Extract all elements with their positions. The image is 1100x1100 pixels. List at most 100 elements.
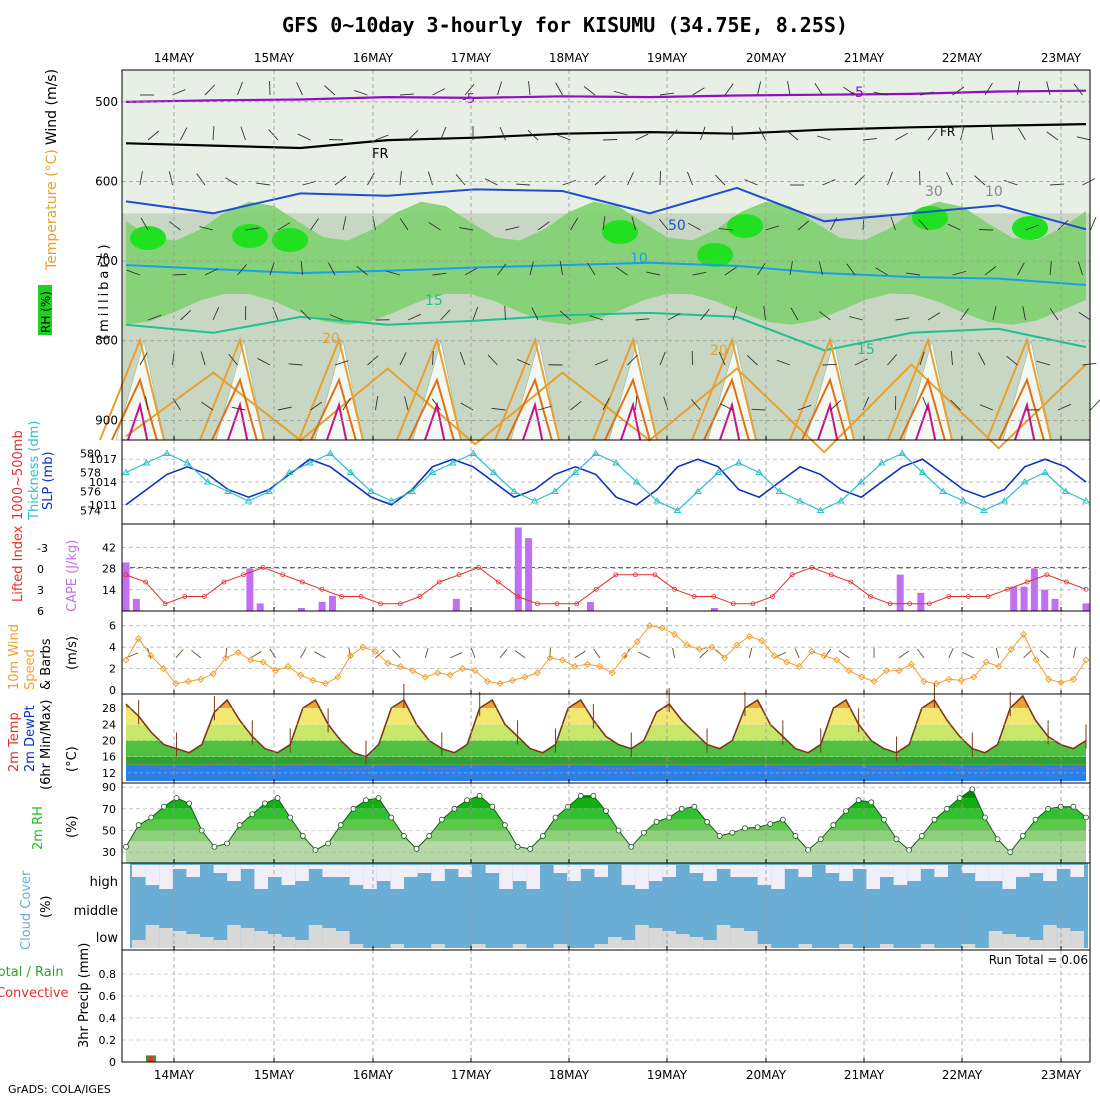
cloud-low-bar xyxy=(295,940,309,948)
wind-barb-10m xyxy=(314,651,326,659)
cloud-high-bar xyxy=(920,865,935,869)
pressure-tick-label: 600 xyxy=(95,174,118,188)
wind-barb xyxy=(472,306,479,321)
cape-bar xyxy=(1041,589,1049,611)
wind-barb xyxy=(537,405,552,411)
isotherm-spike xyxy=(1014,401,1036,441)
cloud-low-bar xyxy=(920,944,935,948)
rh-band xyxy=(126,819,1086,831)
cloud-low-bar xyxy=(390,944,404,948)
wind-barb xyxy=(199,226,214,231)
wind-barb xyxy=(302,180,317,186)
wind-speed-marker xyxy=(346,652,354,660)
wind-tick-label: 6 xyxy=(109,620,116,633)
wind-barb xyxy=(407,313,421,321)
cape-bar xyxy=(318,601,326,611)
day-label-top: 23MAY xyxy=(1041,51,1082,65)
wind-barb xyxy=(646,271,661,276)
wind-speed-marker xyxy=(222,654,230,662)
wind-barb xyxy=(797,220,810,231)
wind-barb xyxy=(631,216,636,231)
cloud-low-bar xyxy=(281,937,296,948)
wind-barb xyxy=(720,403,734,411)
thickness-marker xyxy=(489,468,498,475)
isotherm-spike xyxy=(691,336,757,441)
cloud-high-bar xyxy=(526,865,540,889)
rh-band xyxy=(126,808,1086,820)
cloud-high-bar xyxy=(866,865,880,889)
wind-speed-marker xyxy=(546,654,554,662)
wind-barb-10m xyxy=(638,651,650,659)
lifted-index-marker xyxy=(299,579,305,585)
thickness-marker xyxy=(183,459,192,466)
wind-barb xyxy=(256,182,271,186)
wind-barb xyxy=(431,398,441,411)
cloud-high-bar xyxy=(635,865,649,889)
rh-legend-swatch xyxy=(38,285,52,335)
isotherm-spike xyxy=(887,336,953,441)
slp-ylabel: Thickness (dm) xyxy=(27,421,42,521)
wind-barb xyxy=(484,178,498,186)
wind-barb xyxy=(407,129,419,141)
wind-barb xyxy=(627,354,638,366)
cloud-high-bar xyxy=(213,865,228,873)
wind-speed-marker xyxy=(484,677,492,685)
rh-marker xyxy=(173,795,180,801)
cloud-high-bar xyxy=(240,865,255,869)
cloud-high-bar xyxy=(880,865,894,877)
wind-barb xyxy=(724,83,734,96)
rh-marker xyxy=(704,818,710,825)
wind-barb xyxy=(455,173,466,186)
pressure-tick-label: 900 xyxy=(95,413,118,427)
wind-barb xyxy=(602,216,606,231)
day-label-top: 22MAY xyxy=(942,51,983,65)
cloud-low-bar xyxy=(431,944,445,948)
wind-speed-marker xyxy=(371,647,379,655)
wind-barb xyxy=(635,133,649,141)
wind-speed-marker xyxy=(646,622,654,630)
wind-barb xyxy=(1022,306,1026,321)
thickness-marker xyxy=(142,459,151,466)
isotherm-spike xyxy=(719,401,741,441)
wind-barb-10m xyxy=(961,651,974,659)
thickness-marker xyxy=(285,468,294,475)
lifted-index-marker xyxy=(1024,579,1030,585)
cloud-high-bar xyxy=(1070,865,1084,877)
slp-ylabel: 1000~500mb xyxy=(11,430,26,520)
isotherm-spike xyxy=(99,336,165,441)
cloud-low-bar xyxy=(213,940,228,948)
cloud-low-bar xyxy=(839,944,853,948)
precip-ylabel: Convective xyxy=(0,986,69,1001)
wind-barb xyxy=(822,363,837,366)
cloud-low-bar xyxy=(744,931,758,948)
temp-line xyxy=(125,694,1087,758)
wind-barb xyxy=(201,401,214,411)
wind-barb xyxy=(952,270,967,276)
cloud-low-bar xyxy=(716,925,731,948)
rh-marker xyxy=(994,836,1001,843)
wind-barb-10m xyxy=(898,650,910,659)
wind-speed-marker xyxy=(708,643,716,651)
wind-barb xyxy=(887,354,898,366)
pressure-tick-label: 500 xyxy=(95,95,118,109)
thickness-marker xyxy=(1020,478,1029,485)
cloud-high-bar xyxy=(159,865,173,889)
wind-barb xyxy=(758,127,766,141)
day-label-top: 16MAY xyxy=(353,51,394,65)
wind-barb xyxy=(659,351,666,366)
thickness-marker xyxy=(857,478,866,485)
precip-tick-label: 0.6 xyxy=(99,990,117,1003)
day-label-bottom: 21MAY xyxy=(844,1068,885,1082)
panel-bg-precip xyxy=(122,950,1090,1062)
wind-barb xyxy=(890,216,896,231)
cloud-high-bar xyxy=(798,865,812,877)
wind-barb xyxy=(225,177,238,186)
cloud-low-bar xyxy=(676,934,690,948)
thickness-tick-label: 574 xyxy=(80,505,101,518)
isotherm-spike xyxy=(817,401,839,441)
cloud-high-bar xyxy=(907,865,921,881)
wind-barb xyxy=(818,261,823,276)
thickness-marker xyxy=(653,497,661,504)
wind-barb xyxy=(947,223,961,231)
wind-barb xyxy=(635,396,638,411)
